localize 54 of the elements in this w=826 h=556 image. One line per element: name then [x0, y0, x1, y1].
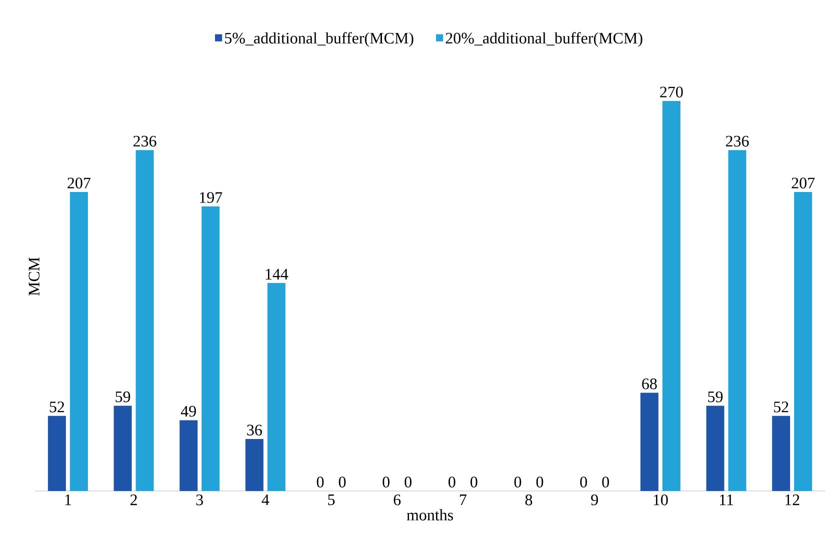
x-tick-label: 12: [786, 494, 800, 506]
data-label: 0: [470, 476, 478, 488]
bar: [70, 192, 88, 491]
data-label: 207: [792, 178, 815, 188]
x-tick-label: 1: [65, 494, 71, 506]
bar: [48, 416, 66, 491]
bar: [640, 392, 658, 491]
x-tick-label: 9: [591, 494, 598, 506]
y-axis-title: MCM: [28, 257, 40, 296]
bar: [180, 420, 198, 491]
x-tick-label: 4: [262, 494, 270, 506]
bar: [662, 100, 680, 491]
x-tick-label: 2: [130, 494, 137, 506]
data-label: 0: [536, 476, 544, 488]
data-label: 236: [726, 136, 749, 147]
data-label: 0: [382, 476, 390, 488]
x-axis-title: months: [406, 509, 453, 520]
data-label: 36: [247, 424, 262, 436]
data-label: 197: [200, 192, 222, 203]
data-label: 0: [338, 476, 346, 488]
x-tick-label: 7: [460, 494, 466, 505]
data-label: 236: [133, 136, 156, 147]
data-label: 0: [404, 476, 412, 488]
data-label: 52: [50, 402, 64, 412]
data-label: 49: [180, 406, 196, 417]
x-tick-label: 5: [328, 494, 335, 506]
data-label: 207: [68, 178, 90, 188]
data-label: 0: [316, 476, 324, 488]
bar: [114, 406, 132, 491]
x-tick-label: 3: [196, 494, 203, 506]
bar: [728, 150, 746, 491]
bar: [772, 416, 790, 491]
data-label: 0: [602, 476, 609, 488]
data-label: 270: [660, 86, 683, 98]
bar: [245, 438, 264, 491]
legend-label: 5%_additional_buffer(MCM): [225, 32, 414, 47]
data-label: 0: [448, 476, 456, 488]
bar: [706, 406, 724, 491]
x-tick-label: 8: [525, 494, 532, 506]
data-label: 144: [266, 268, 288, 280]
bar: [202, 206, 220, 491]
bar: [136, 150, 154, 491]
data-label: 68: [642, 378, 657, 390]
data-label: 52: [774, 402, 788, 412]
x-tick-label: 10: [654, 494, 668, 506]
x-tick-label: 11: [720, 494, 733, 506]
data-label: 0: [514, 476, 522, 488]
data-label: 0: [580, 476, 587, 488]
data-label: 59: [708, 391, 723, 402]
bar: [267, 282, 286, 491]
bar: [794, 192, 812, 491]
x-tick-label: 6: [394, 494, 401, 506]
legend-label: 20%_additional_buffer(MCM): [446, 32, 642, 47]
data-label: 59: [116, 391, 130, 402]
